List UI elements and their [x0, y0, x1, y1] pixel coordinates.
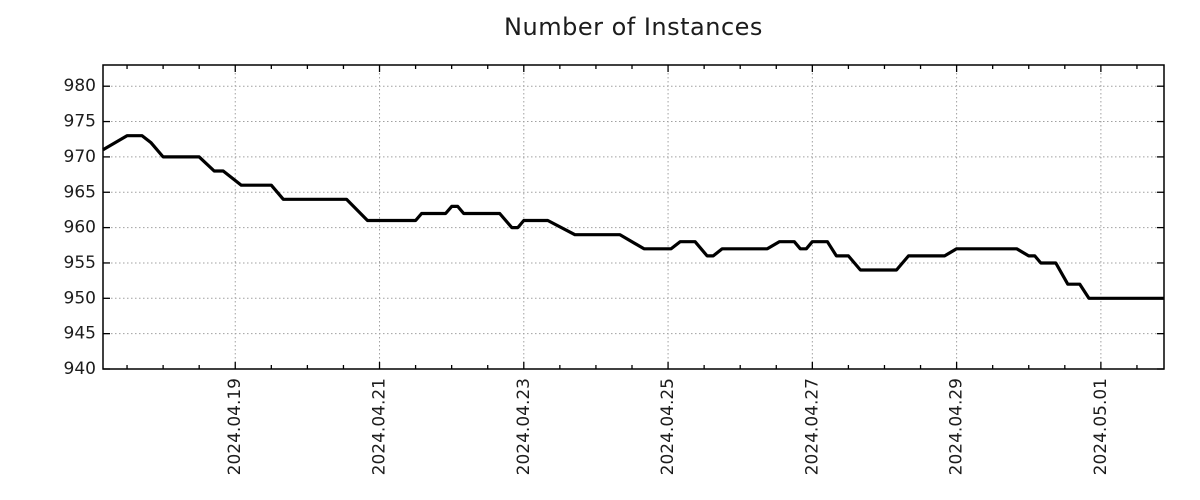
x-tick-label: 2024.04.19	[225, 378, 245, 475]
y-tick-label: 960	[64, 218, 96, 238]
y-tick-label: 945	[64, 324, 96, 344]
x-tick-label: 2024.04.29	[947, 378, 967, 475]
x-tick-label: 2024.05.01	[1091, 378, 1111, 475]
y-tick-label: 940	[64, 359, 96, 379]
x-tick-label: 2024.04.25	[658, 378, 678, 475]
plot-border	[102, 64, 1165, 370]
grid-lines	[103, 65, 1164, 370]
plot-box	[102, 64, 1165, 370]
series-line-instances	[102, 134, 1164, 300]
y-tick-label: 970	[64, 147, 96, 167]
y-tick-label: 975	[64, 112, 96, 132]
axis-labels: 2024.04.19 2024.04.21 2024.04.23 2024.04.25…	[64, 76, 1111, 475]
x-tick-label: 2024.04.23	[514, 378, 534, 475]
data-series	[102, 134, 1164, 300]
y-tick-label: 955	[64, 253, 96, 273]
axis-ticks	[103, 65, 1164, 370]
y-tick-label: 950	[64, 288, 96, 308]
x-tick-label: 2024.04.21	[370, 378, 390, 475]
y-tick-label: 965	[64, 182, 96, 202]
y-tick-label: 980	[64, 76, 96, 96]
chart-title: Number of Instances	[504, 13, 763, 41]
x-tick-label: 2024.04.27	[802, 378, 822, 475]
